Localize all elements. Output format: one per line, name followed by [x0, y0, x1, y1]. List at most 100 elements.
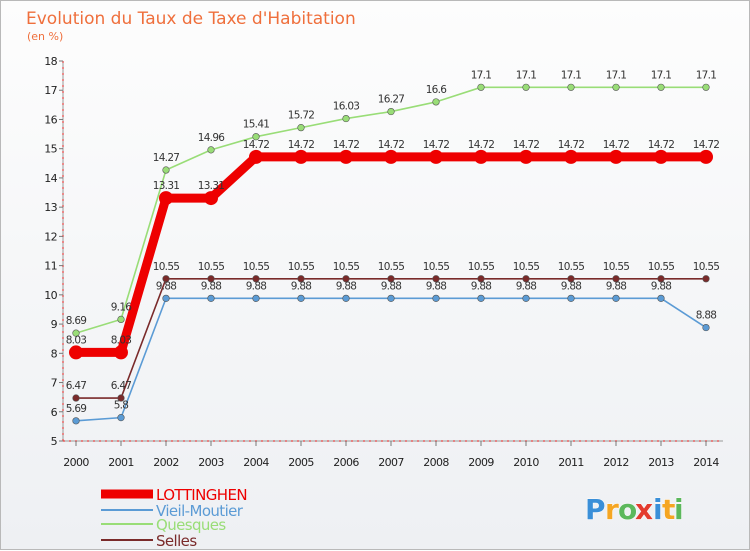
- legend-label: Quesques: [156, 516, 226, 534]
- data-label: 14.27: [153, 152, 180, 164]
- data-point: [612, 275, 620, 283]
- data-label: 9.16: [111, 301, 133, 313]
- data-point: [657, 275, 665, 283]
- data-point: [657, 83, 665, 91]
- data-point: [72, 417, 80, 425]
- x-tick-label: 2012: [603, 456, 629, 469]
- y-tick-label: 12: [44, 230, 57, 243]
- data-point: [432, 275, 440, 283]
- data-point: [159, 191, 173, 206]
- data-label: 14.72: [423, 139, 450, 151]
- data-label: 10.55: [333, 261, 360, 273]
- data-point: [702, 83, 710, 91]
- data-point: [294, 149, 308, 164]
- data-label: 10.55: [513, 261, 540, 273]
- data-point: [612, 294, 620, 302]
- data-label: 9.88: [606, 280, 627, 292]
- data-label: 9.88: [156, 280, 177, 292]
- logo-letter: x: [635, 493, 653, 526]
- data-label: 16.27: [378, 94, 405, 106]
- chart-title: Evolution du Taux de Taxe d'Habitation: [26, 9, 356, 29]
- data-label: 14.72: [468, 139, 495, 151]
- data-point: [609, 149, 623, 164]
- legend-label: Vieil-Moutier: [156, 502, 244, 520]
- data-label: 10.55: [153, 261, 180, 273]
- data-point: [477, 275, 485, 283]
- data-point: [432, 294, 440, 302]
- data-label: 17.1: [651, 69, 672, 81]
- data-label: 14.72: [288, 139, 315, 151]
- data-point: [162, 275, 170, 283]
- data-label: 14.72: [333, 139, 360, 151]
- data-point: [387, 294, 395, 302]
- data-label: 13.31: [198, 180, 225, 192]
- data-point: [387, 107, 395, 116]
- data-point: [117, 414, 125, 422]
- data-label: 8.69: [66, 315, 87, 327]
- data-label: 10.55: [288, 261, 315, 273]
- data-point: [702, 323, 710, 332]
- data-label: 9.88: [291, 280, 312, 292]
- data-label: 9.88: [426, 280, 447, 292]
- data-label: 8.88: [696, 310, 717, 322]
- data-label: 16.03: [333, 101, 360, 113]
- data-point: [564, 149, 578, 164]
- x-tick-label: 2000: [63, 456, 89, 469]
- data-label: 14.96: [198, 132, 226, 144]
- data-labels-layer: 8.03 8.03 13.31 13.31 14.72 14.72 14.72 14.72 14…: [66, 69, 720, 415]
- y-tick-label: 18: [44, 55, 57, 68]
- data-label: 13.31: [153, 180, 180, 192]
- data-label: 14.72: [558, 139, 585, 151]
- data-label: 15.41: [243, 119, 270, 131]
- data-point: [207, 294, 215, 302]
- data-label: 10.55: [423, 261, 450, 273]
- data-point: [657, 294, 665, 302]
- x-tick-label: 2009: [468, 456, 494, 469]
- data-point: [249, 149, 263, 164]
- data-point: [72, 394, 80, 402]
- data-label: 9.88: [471, 280, 492, 292]
- logo-letter: i: [653, 493, 662, 526]
- x-tick-label: 2004: [243, 456, 269, 469]
- x-tick-label: 2013: [648, 456, 674, 469]
- data-point: [522, 83, 530, 91]
- x-tick-label: 2007: [378, 456, 404, 469]
- y-tick-label: 6: [51, 406, 58, 419]
- series-line-vieil-moutier: [75, 297, 707, 422]
- y-tick-label: 16: [44, 113, 57, 126]
- data-point: [117, 315, 125, 324]
- data-label: 10.55: [468, 261, 495, 273]
- data-label: 17.1: [561, 69, 582, 81]
- data-label: 16.6: [426, 84, 448, 96]
- y-tick-label: 8: [51, 347, 58, 360]
- data-point: [474, 149, 488, 164]
- data-point: [342, 275, 350, 283]
- data-label: 6.47: [66, 380, 87, 392]
- data-label: 5.8: [114, 400, 129, 412]
- data-label: 5.69: [66, 403, 87, 415]
- data-point: [702, 275, 710, 283]
- data-label: 17.1: [516, 69, 537, 81]
- data-point: [429, 149, 443, 164]
- x-tick-label: 2006: [333, 456, 359, 469]
- x-tick-label: 2005: [288, 456, 314, 469]
- x-tick-label: 2002: [153, 456, 179, 469]
- x-tick-label: 2014: [693, 456, 719, 469]
- data-label: 14.72: [378, 139, 405, 151]
- data-point: [207, 146, 215, 154]
- data-label: 9.88: [516, 280, 537, 292]
- logo-letter: i: [674, 493, 683, 526]
- data-label: 9.88: [246, 280, 267, 292]
- y-tick-label: 17: [44, 84, 57, 97]
- data-label: 10.55: [378, 261, 405, 273]
- data-label: 14.72: [648, 139, 675, 151]
- data-label: 10.55: [603, 261, 630, 273]
- data-point: [339, 149, 353, 164]
- y-tick-label: 13: [44, 201, 57, 214]
- data-label: 10.55: [648, 261, 675, 273]
- data-point: [522, 275, 530, 283]
- data-label: 14.72: [243, 139, 270, 151]
- data-point: [297, 124, 305, 132]
